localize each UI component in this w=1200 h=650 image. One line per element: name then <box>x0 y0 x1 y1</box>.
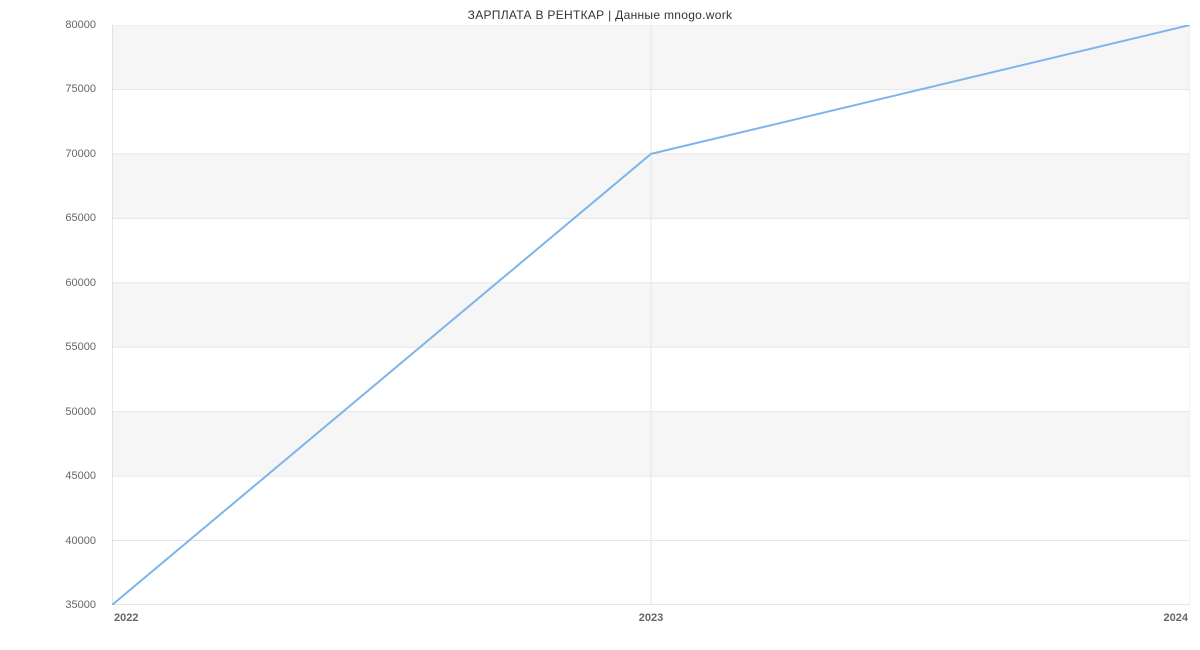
plot-area <box>112 25 1190 605</box>
chart-title: ЗАРПЛАТА В РЕНТКАР | Данные mnogo.work <box>0 0 1200 22</box>
x-tick-label: 2022 <box>114 612 138 624</box>
y-tick-label: 50000 <box>65 406 96 418</box>
x-tick-label: 2023 <box>639 612 663 624</box>
y-axis-labels: 3500040000450005000055000600006500070000… <box>0 25 106 605</box>
chart-svg <box>112 25 1190 605</box>
y-tick-label: 80000 <box>65 19 96 31</box>
x-axis-labels: 2022 2023 2024 <box>112 608 1190 628</box>
chart-container: ЗАРПЛАТА В РЕНТКАР | Данные mnogo.work 3… <box>0 0 1200 650</box>
y-tick-label: 65000 <box>65 212 96 224</box>
y-tick-label: 75000 <box>65 83 96 95</box>
y-tick-label: 40000 <box>65 535 96 547</box>
y-tick-label: 35000 <box>65 599 96 611</box>
x-tick-label: 2024 <box>1164 612 1188 624</box>
y-tick-label: 70000 <box>65 148 96 160</box>
y-tick-label: 55000 <box>65 341 96 353</box>
y-tick-label: 45000 <box>65 470 96 482</box>
y-tick-label: 60000 <box>65 277 96 289</box>
